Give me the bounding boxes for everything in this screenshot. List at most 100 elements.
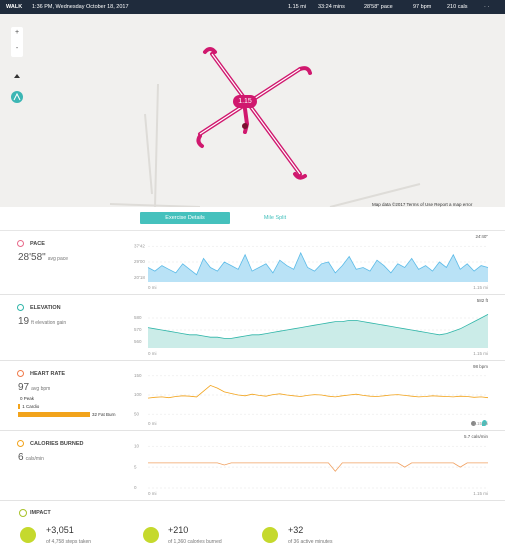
map-canvas [11, 27, 421, 207]
zone-minutes: 1 [22, 404, 25, 409]
zone-name: Cardio [26, 404, 40, 409]
section-title: CALORIES BURNED [30, 441, 84, 447]
section: CALORIES BURNED 6 cals/min 10 5 0 5.7 cals/min… [0, 432, 505, 501]
icon[interactable] [482, 420, 487, 426]
y-tick-label: 29'00 [134, 259, 145, 264]
datetime: 1:36 PM, Wednesday October 18, 2017 [32, 4, 129, 10]
y-tick-label: 10 [134, 443, 140, 448]
area [148, 314, 488, 348]
x-end-label: 1.15 mi [473, 491, 488, 496]
impact: IMPACT +3,051 of 4,758 steps taken +210 … [0, 503, 505, 555]
impact-value: +3,051 [46, 525, 74, 535]
area [148, 252, 488, 282]
x-end-label: 1.15 mi [473, 421, 488, 426]
map-attribution: Map data ©2017 Terms of Use Report a map… [372, 202, 472, 207]
stat: 33:24 mins [318, 4, 345, 10]
line [147, 384, 489, 399]
icon [17, 304, 24, 311]
zone-minutes: 0 [20, 396, 23, 401]
line [147, 314, 489, 339]
section: ELEVATION 19 ft elevation gain 580 570 560 582… [0, 296, 505, 361]
section-title: IMPACT [30, 510, 51, 516]
stat: 1.15 mi [288, 4, 307, 10]
line [148, 462, 488, 472]
y-tick-label: 37'42 [134, 243, 145, 248]
x-start-label: 0 mi [148, 421, 157, 426]
summary: 19 ft elevation gain [18, 316, 66, 327]
summary-unit: avg bpm [31, 386, 51, 392]
chart: 37'42 29'00 20'18 24'40" 0 mi 1.15 mi [134, 234, 489, 290]
x-start-label: 0 mi [148, 491, 157, 496]
zoom-out[interactable]: - [15, 45, 19, 52]
y-tick-label: 5 [134, 464, 137, 469]
zone: 1 Cardio [18, 403, 128, 410]
peak-label: 5.7 cals/min [464, 434, 489, 439]
tab-row: Exercise Details Mile Split [0, 208, 505, 426]
peak-label: 98 bpm [473, 364, 488, 369]
zone-label: 1 Cardio [22, 403, 39, 410]
summary: 97 avg bpm [18, 382, 50, 393]
summary-unit: cals/min [25, 456, 44, 462]
impact-detail: of 4,758 steps taken [46, 539, 92, 545]
summary-value: 97 [18, 382, 30, 393]
menu[interactable]: · · [484, 4, 490, 10]
y-tick-label: 0 [134, 485, 137, 490]
zone-bar [18, 404, 21, 409]
stat: 97 bpm [413, 4, 432, 10]
zoom-in[interactable]: + [14, 29, 20, 36]
zone-label: 32 Fat Burn [92, 411, 116, 418]
attribution: Map data ©2017 [372, 202, 406, 207]
y-tick-label: 150 [134, 373, 142, 378]
chart: 150 100 50 98 bpm 0 mi 1.15 mi [134, 364, 489, 426]
map-link[interactable]: Report a map error [434, 202, 473, 207]
summary-unit: avg pace [47, 256, 69, 262]
x-start-label: 0 mi [148, 351, 157, 356]
summary-value: 6 [18, 452, 24, 463]
zone-minutes: 32 [92, 412, 98, 417]
section: PACE 28'58" avg pace 37'42 29'00 20'18 24'40" 0… [0, 232, 505, 295]
stat: 210 cals [447, 4, 468, 10]
section: HEART RATE 97 avg bpm 0 Peak 1 Cardio 32 Fat … [0, 362, 505, 431]
pin-label: 1.15 [233, 95, 257, 108]
zone: 32 Fat Burn [18, 411, 128, 418]
map-link[interactable]: Terms of Use [406, 202, 434, 207]
icon [17, 370, 24, 377]
zone-label: 0 Peak [20, 395, 34, 402]
x-end-label: 1.15 mi [473, 285, 488, 290]
line [147, 251, 489, 276]
section-title: HEART RATE [30, 371, 66, 377]
zone-bar [18, 412, 90, 417]
zone: 0 Peak [18, 395, 128, 402]
icon [20, 527, 36, 543]
y-tick-label: 100 [134, 392, 142, 397]
y-tick-label: 580 [134, 315, 142, 320]
impact-detail: of 36 active minutes [288, 539, 333, 545]
y-tick-label: 570 [134, 327, 142, 332]
icon [143, 527, 159, 543]
summary: 28'58" avg pace [18, 252, 68, 263]
summary-value: 19 [18, 316, 30, 327]
section-title: PACE [30, 241, 45, 247]
summary: 6 cals/min [18, 452, 44, 463]
y-tick-label: 560 [134, 339, 142, 344]
icon [19, 509, 27, 517]
summary-value: 28'58" [18, 252, 46, 263]
tab[interactable]: Mile Split [263, 215, 287, 221]
chart: 10 5 0 5.7 cals/min 0 mi 1.15 mi [134, 434, 489, 496]
y-tick-label: 50 [134, 411, 140, 416]
icon [17, 240, 24, 247]
chart: 580 570 560 582 ft 0 mi 1.15 mi [134, 298, 489, 356]
icon [17, 440, 24, 447]
stat: 28'58" pace [364, 4, 393, 10]
x-end-label: 1.15 mi [473, 351, 488, 356]
tab[interactable]: Exercise Details [140, 212, 230, 224]
impact-value: +32 [288, 525, 304, 535]
impact-value: +210 [168, 525, 189, 535]
zone-name: Fat Burn [98, 412, 116, 417]
icon[interactable] [471, 421, 476, 426]
route [196, 47, 312, 180]
peak-label: 582 ft [477, 298, 489, 303]
header-bar: WALK 1:36 PM, Wednesday October 18, 2017… [0, 0, 505, 14]
summary-unit: ft elevation gain [31, 320, 67, 326]
